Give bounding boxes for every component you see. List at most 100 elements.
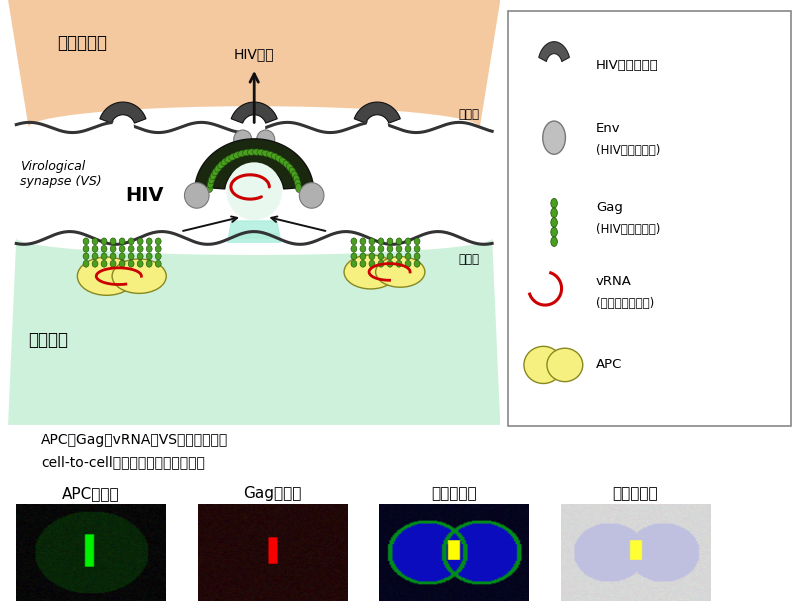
Polygon shape bbox=[100, 102, 146, 123]
Ellipse shape bbox=[551, 227, 558, 237]
Circle shape bbox=[366, 116, 388, 139]
Ellipse shape bbox=[146, 245, 153, 253]
Ellipse shape bbox=[207, 179, 214, 188]
Ellipse shape bbox=[155, 253, 161, 260]
Text: Gag: Gag bbox=[596, 201, 623, 214]
Circle shape bbox=[226, 162, 282, 220]
Circle shape bbox=[299, 183, 324, 208]
Ellipse shape bbox=[146, 253, 153, 260]
Ellipse shape bbox=[375, 257, 424, 287]
Ellipse shape bbox=[221, 158, 229, 166]
Ellipse shape bbox=[210, 171, 217, 180]
Ellipse shape bbox=[295, 179, 301, 188]
Circle shape bbox=[112, 116, 134, 139]
Circle shape bbox=[243, 116, 266, 139]
Ellipse shape bbox=[83, 245, 89, 253]
Ellipse shape bbox=[119, 238, 125, 245]
Ellipse shape bbox=[128, 253, 134, 260]
Ellipse shape bbox=[110, 260, 116, 267]
Ellipse shape bbox=[291, 171, 299, 180]
Ellipse shape bbox=[344, 255, 397, 289]
Circle shape bbox=[257, 130, 274, 149]
Circle shape bbox=[185, 183, 209, 208]
Text: (HIV構造蛋白質): (HIV構造蛋白質) bbox=[596, 223, 660, 236]
Title: Gag蛋白質: Gag蛋白質 bbox=[243, 486, 302, 501]
Circle shape bbox=[234, 130, 252, 149]
Ellipse shape bbox=[137, 253, 143, 260]
Ellipse shape bbox=[208, 175, 215, 184]
Ellipse shape bbox=[119, 253, 125, 260]
Ellipse shape bbox=[252, 149, 261, 155]
Ellipse shape bbox=[242, 149, 252, 156]
Ellipse shape bbox=[405, 253, 411, 260]
Ellipse shape bbox=[396, 238, 402, 245]
Ellipse shape bbox=[551, 198, 558, 208]
FancyBboxPatch shape bbox=[508, 11, 792, 426]
Ellipse shape bbox=[551, 237, 558, 246]
Ellipse shape bbox=[128, 238, 134, 245]
Text: 感染細胞: 感染細胞 bbox=[28, 331, 69, 349]
Text: HIV侵入受容体: HIV侵入受容体 bbox=[596, 59, 659, 72]
Polygon shape bbox=[539, 42, 570, 61]
Ellipse shape bbox=[369, 245, 375, 253]
Ellipse shape bbox=[215, 164, 222, 172]
Polygon shape bbox=[8, 238, 500, 425]
Ellipse shape bbox=[229, 153, 237, 160]
Text: 非感染細胞: 非感染細胞 bbox=[57, 34, 107, 52]
Ellipse shape bbox=[369, 253, 375, 260]
Ellipse shape bbox=[286, 164, 294, 172]
Ellipse shape bbox=[378, 238, 384, 245]
Ellipse shape bbox=[279, 158, 287, 166]
Ellipse shape bbox=[387, 260, 393, 267]
Text: Env: Env bbox=[596, 123, 621, 135]
Text: 細胞膜: 細胞膜 bbox=[459, 108, 480, 121]
Ellipse shape bbox=[405, 245, 411, 253]
Text: (ウイルスゲノム): (ウイルスゲノム) bbox=[596, 297, 654, 310]
Ellipse shape bbox=[289, 167, 296, 176]
Ellipse shape bbox=[405, 238, 411, 245]
Ellipse shape bbox=[92, 253, 98, 260]
Title: 微分干渉像: 微分干渉像 bbox=[613, 486, 659, 501]
Ellipse shape bbox=[101, 238, 107, 245]
Ellipse shape bbox=[360, 238, 366, 245]
Polygon shape bbox=[231, 102, 278, 123]
Ellipse shape bbox=[119, 245, 125, 253]
Ellipse shape bbox=[360, 260, 366, 267]
Ellipse shape bbox=[360, 245, 366, 253]
Polygon shape bbox=[8, 0, 500, 127]
Ellipse shape bbox=[112, 259, 166, 293]
Ellipse shape bbox=[207, 183, 213, 192]
Ellipse shape bbox=[238, 150, 247, 157]
Ellipse shape bbox=[257, 149, 266, 156]
Ellipse shape bbox=[360, 253, 366, 260]
Text: HIV: HIV bbox=[125, 186, 164, 205]
Ellipse shape bbox=[551, 218, 558, 227]
Ellipse shape bbox=[119, 260, 125, 267]
Title: APC蛋白質: APC蛋白質 bbox=[62, 486, 119, 501]
Circle shape bbox=[543, 121, 566, 154]
Ellipse shape bbox=[155, 245, 161, 253]
Ellipse shape bbox=[378, 260, 384, 267]
Ellipse shape bbox=[396, 253, 402, 260]
Ellipse shape bbox=[414, 245, 420, 253]
Ellipse shape bbox=[225, 155, 233, 163]
Ellipse shape bbox=[351, 260, 357, 267]
Ellipse shape bbox=[110, 253, 116, 260]
Ellipse shape bbox=[369, 260, 375, 267]
Ellipse shape bbox=[369, 238, 375, 245]
Ellipse shape bbox=[155, 260, 161, 267]
Ellipse shape bbox=[271, 153, 279, 160]
Polygon shape bbox=[195, 139, 313, 189]
Ellipse shape bbox=[378, 253, 384, 260]
Ellipse shape bbox=[414, 238, 420, 245]
Ellipse shape bbox=[233, 151, 242, 158]
Text: (HIV外套蛋白質): (HIV外套蛋白質) bbox=[596, 144, 660, 157]
Ellipse shape bbox=[92, 260, 98, 267]
Ellipse shape bbox=[547, 348, 583, 382]
Ellipse shape bbox=[77, 257, 136, 295]
Ellipse shape bbox=[110, 245, 116, 253]
Ellipse shape bbox=[295, 183, 302, 192]
Ellipse shape bbox=[128, 260, 134, 267]
Ellipse shape bbox=[405, 260, 411, 267]
Ellipse shape bbox=[212, 167, 220, 176]
